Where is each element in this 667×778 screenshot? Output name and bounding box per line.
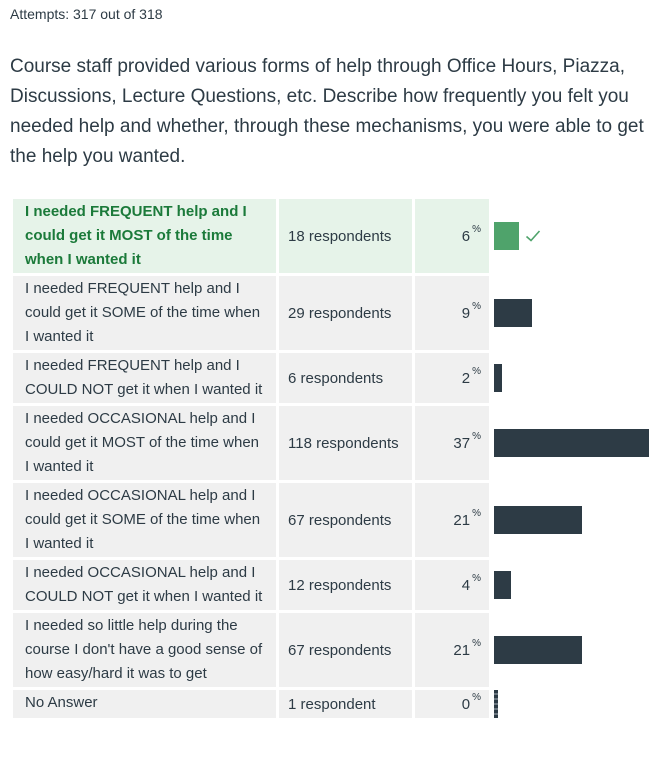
response-bar	[494, 571, 511, 599]
respondent-count: 6 respondents	[279, 353, 412, 403]
percent-sign: %	[472, 572, 481, 584]
bar-cell	[489, 613, 663, 687]
percent-value: 6	[461, 227, 471, 245]
question-text: Course staff provided various forms of h…	[10, 56, 644, 167]
answer-row-3: I needed OCCASIONAL help and I could get…	[13, 406, 663, 480]
answer-label: I needed OCCASIONAL help and I could get…	[13, 406, 276, 480]
respondent-count: 12 respondents	[279, 560, 412, 610]
percent-value: 37	[453, 434, 471, 452]
percent-cell: 21%	[415, 483, 489, 557]
bar-cell	[489, 276, 663, 350]
attempts-count: Attempts: 317 out of 318	[10, 6, 163, 22]
answer-label: No Answer	[13, 690, 276, 718]
percent-cell: 6%	[415, 199, 489, 273]
response-bar	[494, 429, 649, 457]
answer-row-5: I needed OCCASIONAL help and I COULD NOT…	[13, 560, 663, 610]
percent-sign: %	[472, 691, 481, 703]
answer-row-2: I needed FREQUENT help and I COULD NOT g…	[13, 353, 663, 403]
answer-label: I needed OCCASIONAL help and I could get…	[13, 483, 276, 557]
bar-cell	[489, 483, 663, 557]
answer-stats-table: I needed FREQUENT help and I could get i…	[13, 199, 663, 721]
percent-sign: %	[472, 365, 481, 377]
percent-value: 21	[453, 641, 471, 659]
response-bar	[494, 636, 582, 664]
percent-cell: 2%	[415, 353, 489, 403]
check-icon	[525, 230, 541, 242]
response-bar	[494, 690, 498, 718]
answer-label: I needed FREQUENT help and I COULD NOT g…	[13, 353, 276, 403]
answer-row-4: I needed OCCASIONAL help and I could get…	[13, 483, 663, 557]
respondent-count: 18 respondents	[279, 199, 412, 273]
percent-cell: 21%	[415, 613, 489, 687]
percent-value: 9	[461, 304, 471, 322]
respondent-count: 29 respondents	[279, 276, 412, 350]
percent-sign: %	[472, 300, 481, 312]
percent-value: 2	[461, 369, 471, 387]
percent-cell: 37%	[415, 406, 489, 480]
answer-row-0: I needed FREQUENT help and I could get i…	[13, 199, 663, 273]
bar-cell	[489, 353, 663, 403]
response-bar	[494, 299, 532, 327]
respondent-count: 67 respondents	[279, 483, 412, 557]
bar-cell	[489, 199, 663, 273]
percent-sign: %	[472, 223, 481, 235]
bar-cell	[489, 690, 663, 718]
percent-value: 4	[461, 576, 471, 594]
respondent-count: 67 respondents	[279, 613, 412, 687]
percent-cell: 9%	[415, 276, 489, 350]
percent-sign: %	[472, 637, 481, 649]
answer-row-7: No Answer 1 respondent 0%	[13, 690, 663, 718]
percent-value: 21	[453, 511, 471, 529]
bar-cell	[489, 560, 663, 610]
response-bar	[494, 506, 582, 534]
response-bar	[494, 222, 519, 250]
bar-cell	[489, 406, 663, 480]
percent-cell: 4%	[415, 560, 489, 610]
percent-sign: %	[472, 430, 481, 442]
answer-row-6: I needed so little help during the cours…	[13, 613, 663, 687]
respondent-count: 1 respondent	[279, 690, 412, 718]
respondent-count: 118 respondents	[279, 406, 412, 480]
answer-label: I needed FREQUENT help and I could get i…	[13, 276, 276, 350]
percent-cell: 0%	[415, 690, 489, 718]
percent-value: 0	[461, 695, 471, 713]
answer-label: I needed FREQUENT help and I could get i…	[13, 199, 276, 273]
answer-label: I needed OCCASIONAL help and I COULD NOT…	[13, 560, 276, 610]
response-bar	[494, 364, 502, 392]
answer-row-1: I needed FREQUENT help and I could get i…	[13, 276, 663, 350]
percent-sign: %	[472, 507, 481, 519]
answer-label: I needed so little help during the cours…	[13, 613, 276, 687]
